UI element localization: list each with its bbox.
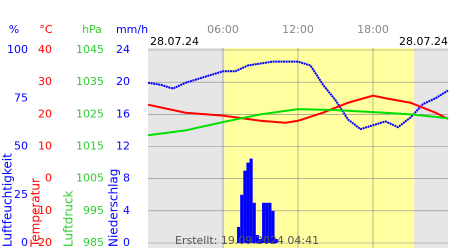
date-left: 28.07.24 <box>150 35 199 48</box>
footer: Erstellt: 19.09.2024 04:41 <box>175 234 319 247</box>
y-tick-label: 20 <box>116 75 130 88</box>
precipitation-bar <box>243 170 247 243</box>
series-line <box>147 108 449 137</box>
series-line <box>147 60 449 131</box>
y-tick-label: 4 <box>123 204 130 217</box>
x-tick-label: 18:00 <box>357 23 389 36</box>
y-tick-label: -10 <box>34 204 52 217</box>
axis-title: Niederschlag <box>107 169 121 247</box>
axis-unit: mm/h <box>116 23 148 36</box>
y-tick-label: 50 <box>14 140 28 153</box>
y-tick-label: -20 <box>34 236 52 249</box>
axis-title: Luftfeuchtigkeit <box>1 153 15 247</box>
precipitation-bar <box>252 202 256 243</box>
x-tick-label: 12:00 <box>282 23 314 36</box>
y-tick-label: 10 <box>38 140 52 153</box>
y-tick-label: 12 <box>116 140 130 153</box>
y-tick-label: 0 <box>123 236 130 249</box>
axis-unit: % <box>9 23 19 36</box>
precipitation-bar <box>255 234 259 243</box>
y-tick-label: 16 <box>116 107 130 120</box>
precipitation-bar <box>268 202 272 243</box>
precipitation-bar <box>246 162 250 243</box>
precipitation-bar <box>237 226 241 243</box>
y-tick-label: 1005 <box>76 172 104 185</box>
y-tick-label: 1035 <box>76 75 104 88</box>
series-line <box>147 94 449 124</box>
y-tick-label: 985 <box>83 236 104 249</box>
y-tick-label: 0 <box>21 236 28 249</box>
precipitation-bar <box>249 158 253 243</box>
y-tick-label: 995 <box>83 204 104 217</box>
axis-title: Luftdruck <box>62 190 76 247</box>
precipitation-bar <box>258 238 263 243</box>
axis-title: Temperatur <box>29 178 43 248</box>
precipitation-bar <box>240 194 244 243</box>
precipitation-bar <box>271 210 275 243</box>
y-tick-label: 8 <box>123 172 130 185</box>
y-tick-label: 24 <box>116 43 130 56</box>
precipitation-bar <box>274 238 278 243</box>
x-tick-label: 06:00 <box>207 23 239 36</box>
y-tick-label: 25 <box>14 188 28 201</box>
y-tick-label: 100 <box>7 43 28 56</box>
y-tick-label: 20 <box>38 107 52 120</box>
date-right: 28.07.24 <box>399 35 448 48</box>
daylight-band <box>224 48 415 248</box>
y-tick-label: 40 <box>38 43 52 56</box>
y-tick-label: 30 <box>38 75 52 88</box>
y-tick-label: 1045 <box>76 43 104 56</box>
precipitation-bar <box>262 202 266 243</box>
axis-unit: hPa <box>82 23 102 36</box>
y-tick-label: 0 <box>45 172 52 185</box>
y-tick-label: 75 <box>14 91 28 104</box>
precipitation-bar <box>265 202 269 243</box>
y-tick-label: 1015 <box>76 140 104 153</box>
axis-unit: °C <box>39 23 53 36</box>
y-tick-label: 1025 <box>76 107 104 120</box>
